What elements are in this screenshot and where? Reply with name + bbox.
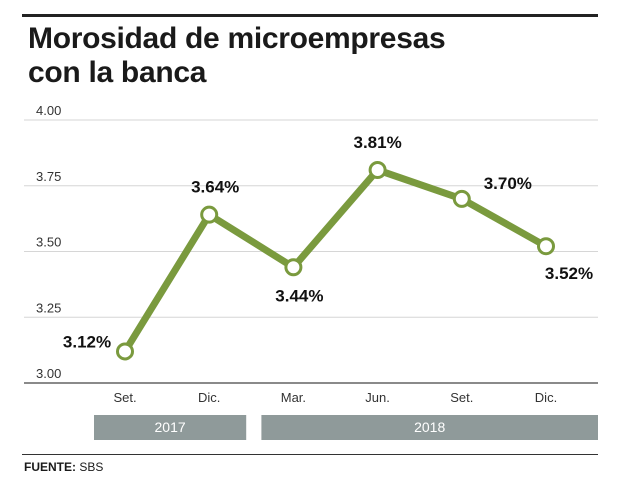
data-point: [368, 160, 387, 179]
x-tick-label: Jun.: [365, 390, 390, 405]
data-point: [537, 237, 555, 256]
y-tick-label-3.75: 3.75: [36, 169, 61, 184]
source-note: FUENTE: SBS: [24, 460, 103, 474]
x-tick-label: Dic.: [198, 390, 220, 405]
series-line: [121, 166, 550, 355]
source-value: SBS: [79, 460, 104, 474]
y-tick-label-4.00: 4.00: [36, 103, 61, 118]
x-tick-label: Set.: [450, 390, 473, 405]
data-label: 3.81%: [353, 133, 401, 152]
line-chart: 4.00 3.75 3.50 3.25 3.00 Set. Dic. Mar. Jun. Set.…: [24, 103, 598, 440]
data-point: [284, 258, 303, 277]
y-tick-label-3.50: 3.50: [36, 235, 61, 250]
x-tick-label: Dic.: [535, 390, 557, 405]
data-label: 3.12%: [63, 332, 111, 351]
source-label: FUENTE:: [24, 460, 76, 474]
y-tick-label-3.25: 3.25: [36, 300, 61, 315]
data-point: [116, 342, 134, 361]
x-tick-label: Set.: [113, 390, 136, 405]
data-point: [200, 205, 219, 224]
data-label: 3.52%: [545, 264, 593, 283]
y-tick-label-3.00: 3.00: [36, 366, 61, 381]
chart-title-line-1: Morosidad de microempresas: [28, 22, 446, 55]
chart-title-line-2: con la banca: [28, 56, 207, 89]
bottom-rule: [22, 454, 598, 455]
year-label-2018: 2018: [414, 419, 445, 435]
year-band-2018: [261, 415, 598, 440]
data-label: 3.64%: [191, 178, 239, 197]
top-rule: [22, 14, 598, 17]
data-label: 3.70%: [484, 174, 532, 193]
year-band-2017: [94, 415, 247, 440]
year-label-2017: 2017: [155, 419, 186, 435]
data-label: 3.44%: [275, 286, 323, 305]
x-tick-label: Mar.: [281, 390, 306, 405]
data-point: [452, 189, 471, 208]
chart-title: Morosidad de microempresas con la banca: [28, 22, 588, 90]
